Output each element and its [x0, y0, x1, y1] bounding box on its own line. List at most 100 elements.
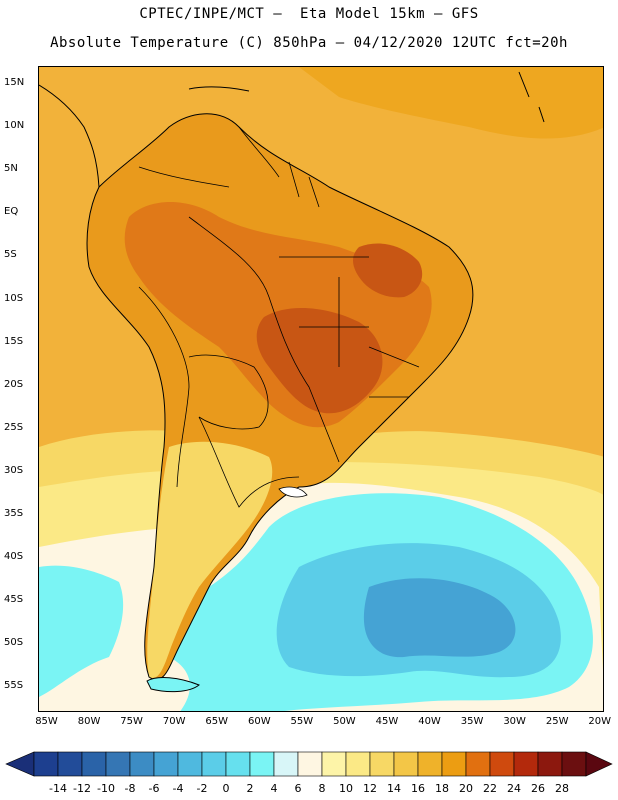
colorbar-swatch [513, 751, 539, 777]
colorbar-swatch [249, 751, 275, 777]
lon-tick-label: 65W [205, 716, 229, 727]
central-america [39, 84, 100, 188]
colorbar-level-label: 22 [483, 782, 497, 795]
colorbar-under-arrow [5, 751, 35, 777]
colorbar-swatch [273, 751, 299, 777]
lat-tick-label: 50S [4, 637, 24, 649]
colorbar-swatch [561, 751, 587, 777]
lat-tick-label: 15S [4, 335, 24, 347]
lat-tick-label: 55S [4, 680, 24, 692]
colorbar-swatch [201, 751, 227, 777]
lat-tick-label: 35S [4, 507, 24, 519]
lon-tick-label: 20W [588, 716, 612, 727]
heat-core-region [256, 307, 383, 414]
colorbar-level-label: 24 [507, 782, 521, 795]
colorbar-level-label: 28 [555, 782, 569, 795]
temperature-colorbar [5, 751, 613, 777]
colorbar-level-label: -4 [172, 782, 184, 795]
lat-tick-label: 5N [4, 163, 18, 175]
border-guianas [238, 126, 320, 208]
colorbar-level-label: 10 [339, 782, 353, 795]
colorbar-level-label: -12 [73, 782, 91, 795]
colorbar-level-label: 4 [270, 782, 278, 795]
colorbar-swatch [321, 751, 347, 777]
colorbar-swatch [393, 751, 419, 777]
lat-tick-label: 20S [4, 378, 24, 390]
lat-tick-label: 15N [4, 77, 25, 89]
colorbar-swatch [489, 751, 515, 777]
colorbar-level-label: 2 [246, 782, 254, 795]
colorbar-swatch [297, 751, 323, 777]
colorbar-swatch [177, 751, 203, 777]
colorbar-swatch [57, 751, 83, 777]
border-andes [138, 286, 190, 488]
colorbar-swatch [465, 751, 491, 777]
colorbar-swatch [537, 751, 563, 777]
lat-tick-label: 10S [4, 292, 24, 304]
colorbar-level-label: -10 [97, 782, 115, 795]
colorbar-level-label: 8 [318, 782, 326, 795]
rio-de-la-plata [278, 486, 308, 498]
border-brazil-west [188, 216, 340, 463]
colorbar-level-label: 26 [531, 782, 545, 795]
lon-tick-label: 60W [247, 716, 271, 727]
map-title-line1: CPTEC/INPE/MCT – Eta Model 15km – GFS [139, 6, 479, 22]
colorbar-level-label: 0 [222, 782, 230, 795]
coastline [86, 113, 474, 680]
lon-tick-label: 45W [375, 716, 399, 727]
lon-tick-label: 50W [333, 716, 356, 727]
colorbar-level-label: 6 [294, 782, 302, 795]
colorbar-level-label: -6 [148, 782, 160, 795]
caribbean-islands [188, 71, 545, 123]
colorbar-level-label: 14 [387, 782, 401, 795]
colorbar-level-label: -8 [124, 782, 136, 795]
map-title-line2: Absolute Temperature (C) 850hPa – 04/12/… [50, 35, 568, 51]
north-ocean-warm-field [299, 67, 603, 139]
country-borders [138, 126, 420, 508]
tierra-del-fuego [146, 677, 200, 693]
colorbar-level-label: 20 [459, 782, 473, 795]
colorbar-swatch [81, 751, 107, 777]
southern-cone-land [147, 441, 273, 678]
border-argentina [198, 416, 300, 508]
lon-tick-label: 70W [162, 716, 186, 727]
lon-tick-label: 40W [418, 716, 441, 727]
lat-tick-label: 5S [4, 249, 17, 261]
lat-tick-label: 25S [4, 421, 24, 433]
map-canvas [39, 67, 603, 711]
colorbar-level-label: 18 [435, 782, 449, 795]
lat-tick-label: 30S [4, 464, 24, 476]
colorbar-swatch [33, 751, 59, 777]
colorbar-swatch [441, 751, 467, 777]
lat-tick-label: 45S [4, 594, 24, 606]
lon-tick-label: 25W [545, 716, 569, 727]
colorbar-swatch [225, 751, 251, 777]
colorbar-swatch [105, 751, 131, 777]
colorbar-over-arrow [585, 751, 613, 777]
lon-tick-label: 35W [460, 716, 484, 727]
lat-tick-label: EQ [4, 206, 19, 218]
lon-tick-label: 75W [120, 716, 143, 727]
lon-tick-label: 30W [503, 716, 526, 727]
colorbar-level-label: 12 [363, 782, 377, 795]
colorbar-swatch [153, 751, 179, 777]
cold-air-deep-field [363, 578, 516, 658]
temperature-map [38, 66, 604, 712]
colorbar-level-label: -2 [196, 782, 208, 795]
lat-tick-label: 10N [4, 120, 25, 132]
colorbar-level-label: -14 [49, 782, 67, 795]
lon-tick-label: 80W [77, 716, 101, 727]
lon-tick-label: 55W [290, 716, 314, 727]
colorbar-swatch [369, 751, 395, 777]
border-brazil-states [279, 256, 420, 398]
colorbar-swatch [417, 751, 443, 777]
lat-tick-label: 40S [4, 550, 24, 562]
lon-tick-label: 85W [35, 716, 58, 727]
colorbar-level-label: 16 [411, 782, 425, 795]
heat-core-region-north [353, 243, 423, 298]
border-bolivia [188, 354, 269, 430]
colorbar-swatch [129, 751, 155, 777]
border-venezuela [138, 166, 230, 188]
colorbar-swatch [345, 751, 371, 777]
cold-air-west-field [39, 565, 124, 697]
